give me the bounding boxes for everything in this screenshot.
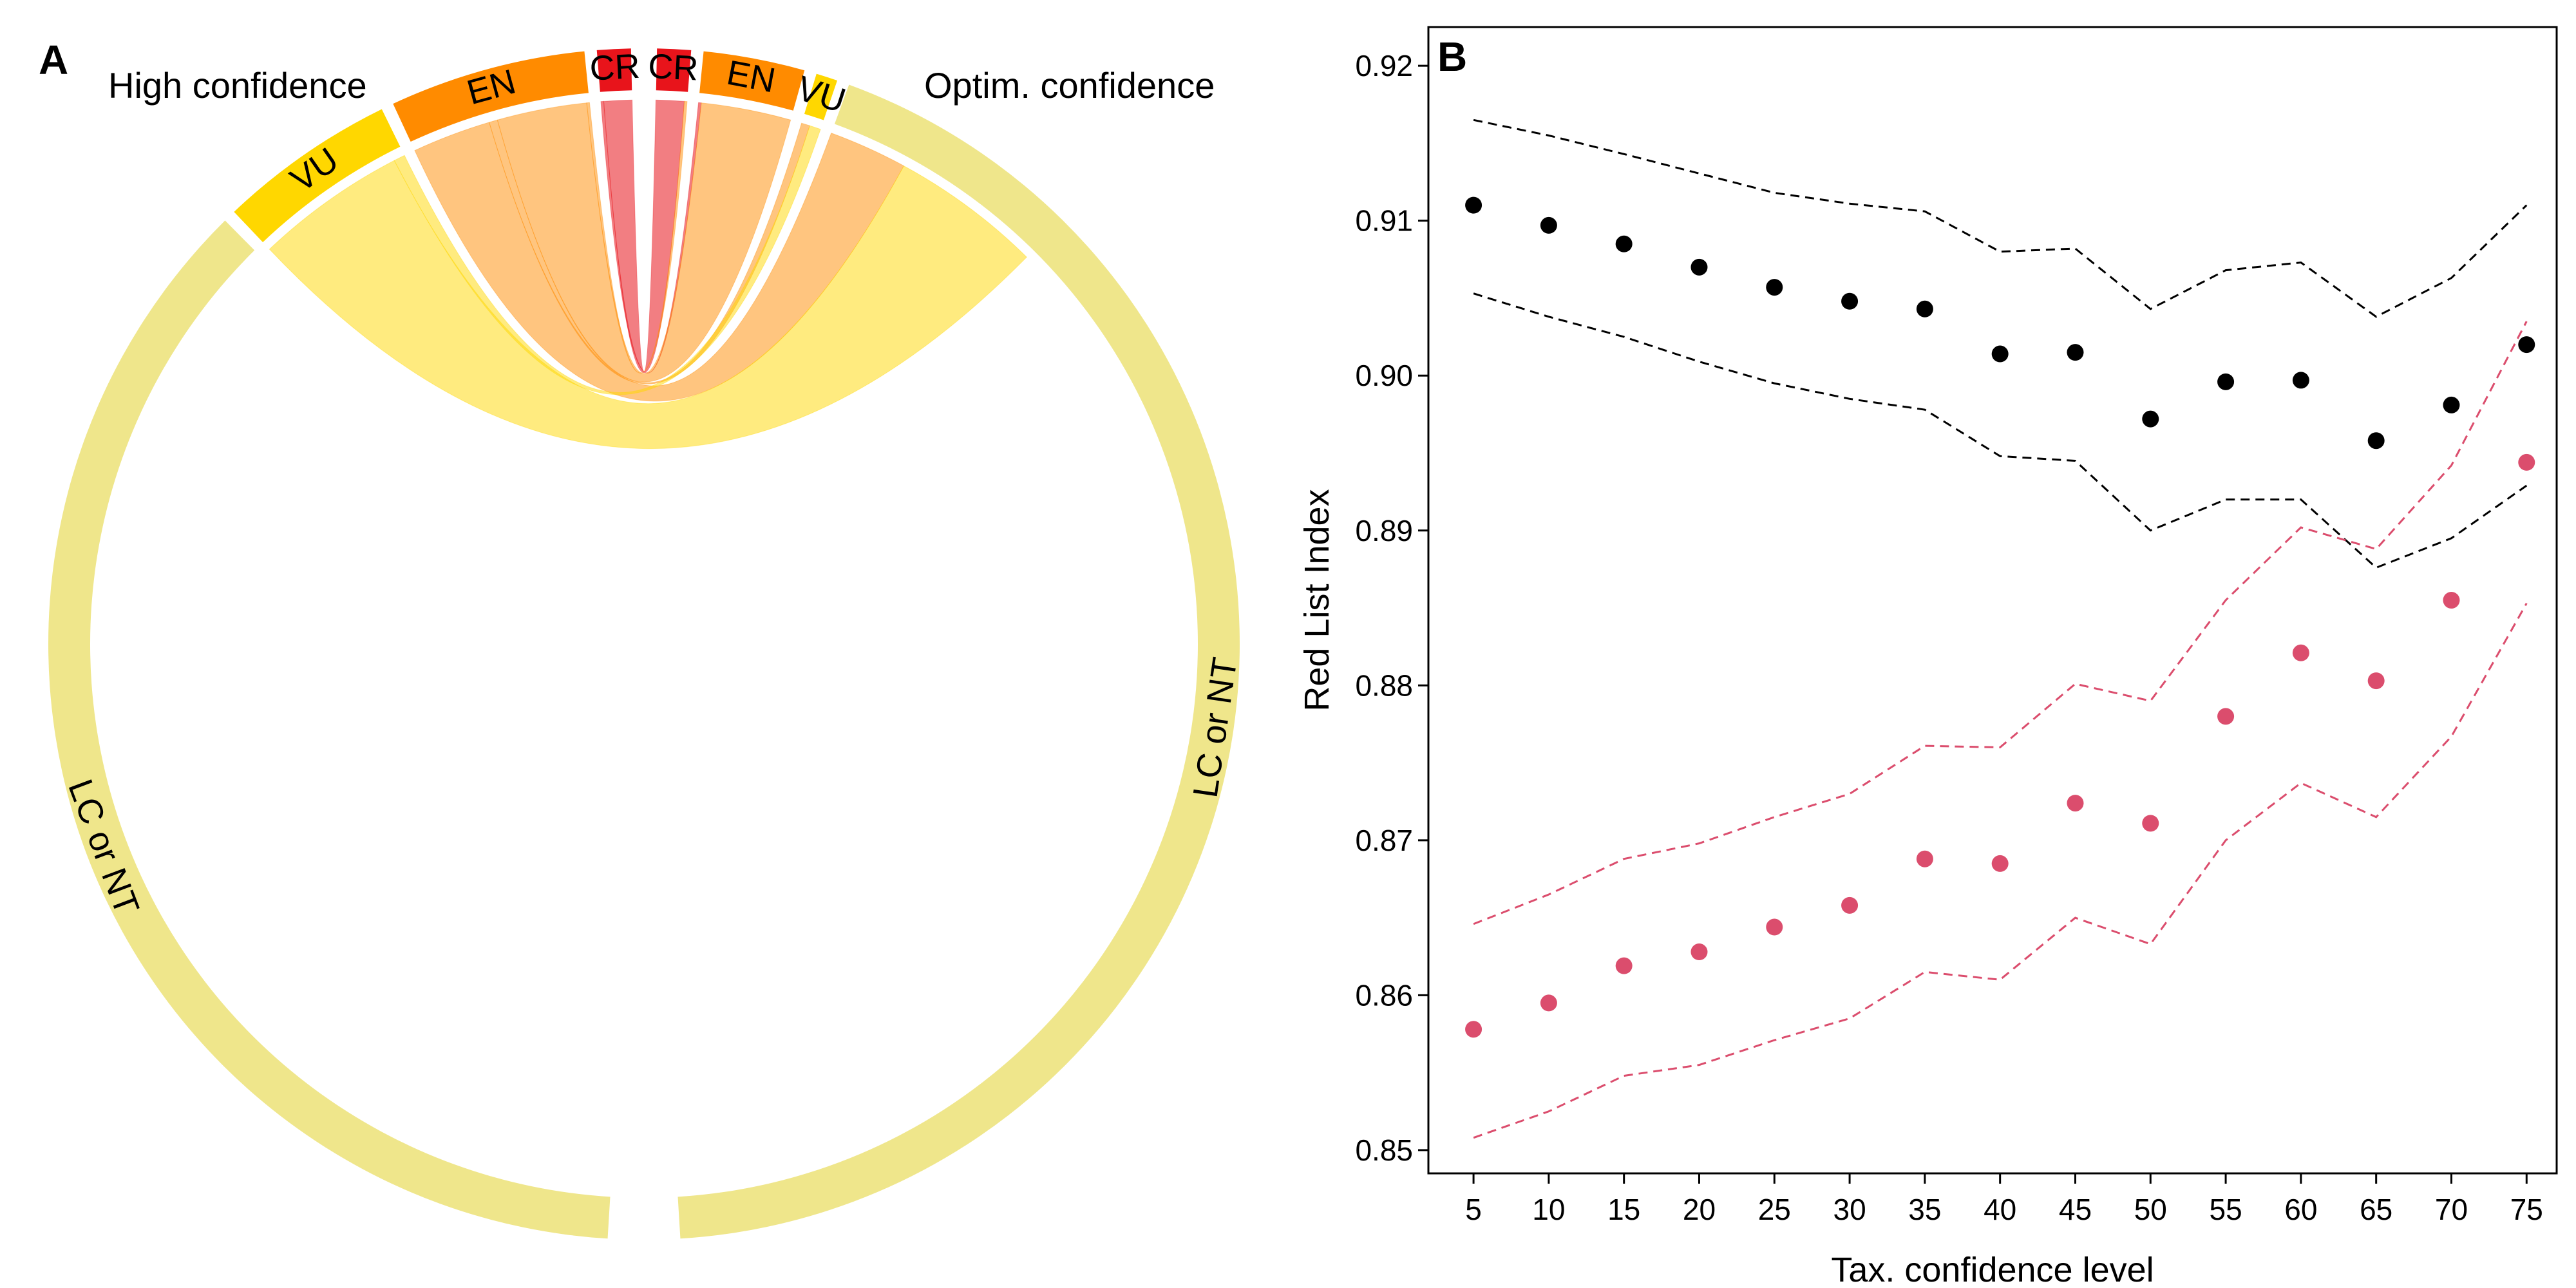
x-tick-label: 30: [1833, 1193, 1866, 1226]
y-tick-label: 0.85: [1355, 1133, 1413, 1167]
chord-vu-to-lc-or-nt: [269, 160, 1027, 450]
y-axis-title: Red List Index: [1298, 489, 1336, 711]
series-2-point: [2518, 453, 2535, 471]
y-axis: 0.85 0.86 0.87 0.88 0.89 0.90 0.91 0.92: [1355, 49, 1428, 1167]
series-1-point: [1991, 345, 2009, 363]
segment-label-right-en: EN: [724, 53, 779, 100]
series-2-lower-bound: [1473, 603, 2528, 1139]
x-tick-label: 75: [2510, 1193, 2543, 1226]
panel-a-letter: A: [39, 37, 68, 83]
series-1-lower-bound: [1473, 292, 2528, 569]
x-tick-label: 5: [1465, 1193, 1482, 1226]
series-2-upper-bound: [1473, 321, 2528, 925]
series-2-point: [1916, 850, 1933, 867]
series-1-point: [1465, 196, 1482, 214]
series-1-point: [1540, 216, 1557, 234]
series-1-point: [1690, 258, 1708, 276]
series-2-point: [2292, 644, 2309, 661]
plot-frame: [1427, 26, 2558, 1175]
segment-label-left-cr: CR: [589, 47, 641, 88]
series-2-point: [2367, 672, 2385, 690]
series-2-point: [1540, 994, 1557, 1012]
panel-b-letter: B: [1437, 33, 1467, 80]
segment-label-left-lc-or-nt: LC or NT: [61, 774, 146, 920]
data-points: [1465, 196, 2535, 1038]
series-1-point: [1841, 292, 1859, 310]
series-1-point: [1766, 279, 1783, 296]
y-tick-label: 0.91: [1355, 204, 1413, 238]
x-tick-label: 45: [2059, 1193, 2092, 1226]
x-tick-label: 10: [1532, 1193, 1565, 1226]
x-tick-label: 35: [1908, 1193, 1941, 1226]
chord-cr-to-en: [600, 100, 702, 374]
series-2-point: [1465, 1021, 1482, 1038]
left-group-title: High confidence: [108, 65, 367, 106]
series-2-point: [2217, 708, 2235, 725]
x-tick-label: 55: [2209, 1193, 2242, 1226]
segment-left-vu: [234, 109, 401, 243]
series-1-point: [2067, 344, 2084, 361]
series-1-upper-bound: [1473, 118, 2528, 318]
segment-left-cr: [596, 48, 632, 92]
series-1-point: [2518, 336, 2535, 354]
x-tick-label: 60: [2284, 1193, 2317, 1226]
segment-right-vu: [804, 73, 838, 120]
chord-en-to-lc-or-nt: [414, 122, 905, 402]
segment-left-lc-or-nt: [48, 220, 611, 1239]
y-tick-label: 0.90: [1355, 359, 1413, 392]
x-tick-label: 50: [2134, 1193, 2167, 1226]
series-2-point: [1841, 896, 1859, 914]
series-1-point: [2217, 373, 2235, 390]
series-2-point: [1690, 943, 1708, 961]
series-1-point: [1615, 235, 1633, 252]
series-1-point: [2142, 410, 2159, 428]
series-2-point: [2443, 592, 2460, 609]
chord-ribbons: [269, 99, 1027, 450]
outer-segments: [48, 48, 1240, 1239]
segment-label-right-cr: CR: [647, 47, 699, 88]
x-axis-title: Tax. confidence level: [1831, 1251, 2154, 1288]
x-tick-label: 20: [1683, 1193, 1716, 1226]
series-1-point: [2443, 396, 2460, 413]
x-tick-label: 40: [1984, 1193, 2016, 1226]
series-2-point: [1766, 918, 1783, 936]
y-tick-label: 0.87: [1355, 824, 1413, 857]
confidence-bands: [1473, 118, 2528, 1139]
x-tick-label: 70: [2435, 1193, 2468, 1226]
series-1-point: [2292, 372, 2309, 389]
segment-right-cr: [656, 48, 692, 92]
x-tick-label: 65: [2360, 1193, 2392, 1226]
series-2-point: [2067, 795, 2084, 812]
y-tick-label: 0.88: [1355, 668, 1413, 702]
series-1-point: [1916, 300, 1933, 317]
x-tick-label: 15: [1607, 1193, 1640, 1226]
y-tick-label: 0.89: [1355, 514, 1413, 547]
segment-right-en: [699, 51, 805, 111]
segment-left-en: [393, 51, 589, 142]
y-tick-label: 0.86: [1355, 978, 1413, 1012]
scatter-plot-panel: B 0.85 0.86 0.87 0.88 0.89 0.90 0.91 0.92 5 10 15…: [1298, 26, 2558, 1288]
series-2-point: [1615, 957, 1633, 974]
chord-diagram-panel: A High confidence Optim. confidence CR EN…: [39, 37, 1245, 1239]
x-axis: 5 10 15 20 25 30 35 40 45 50 55 60 65 70 75: [1465, 1173, 2543, 1226]
series-2-point: [2142, 815, 2159, 832]
y-tick-label: 0.92: [1355, 49, 1413, 82]
series-2-point: [1991, 855, 2009, 872]
series-1-point: [2367, 432, 2385, 450]
x-tick-label: 25: [1758, 1193, 1791, 1226]
right-group-title: Optim. confidence: [924, 65, 1215, 106]
